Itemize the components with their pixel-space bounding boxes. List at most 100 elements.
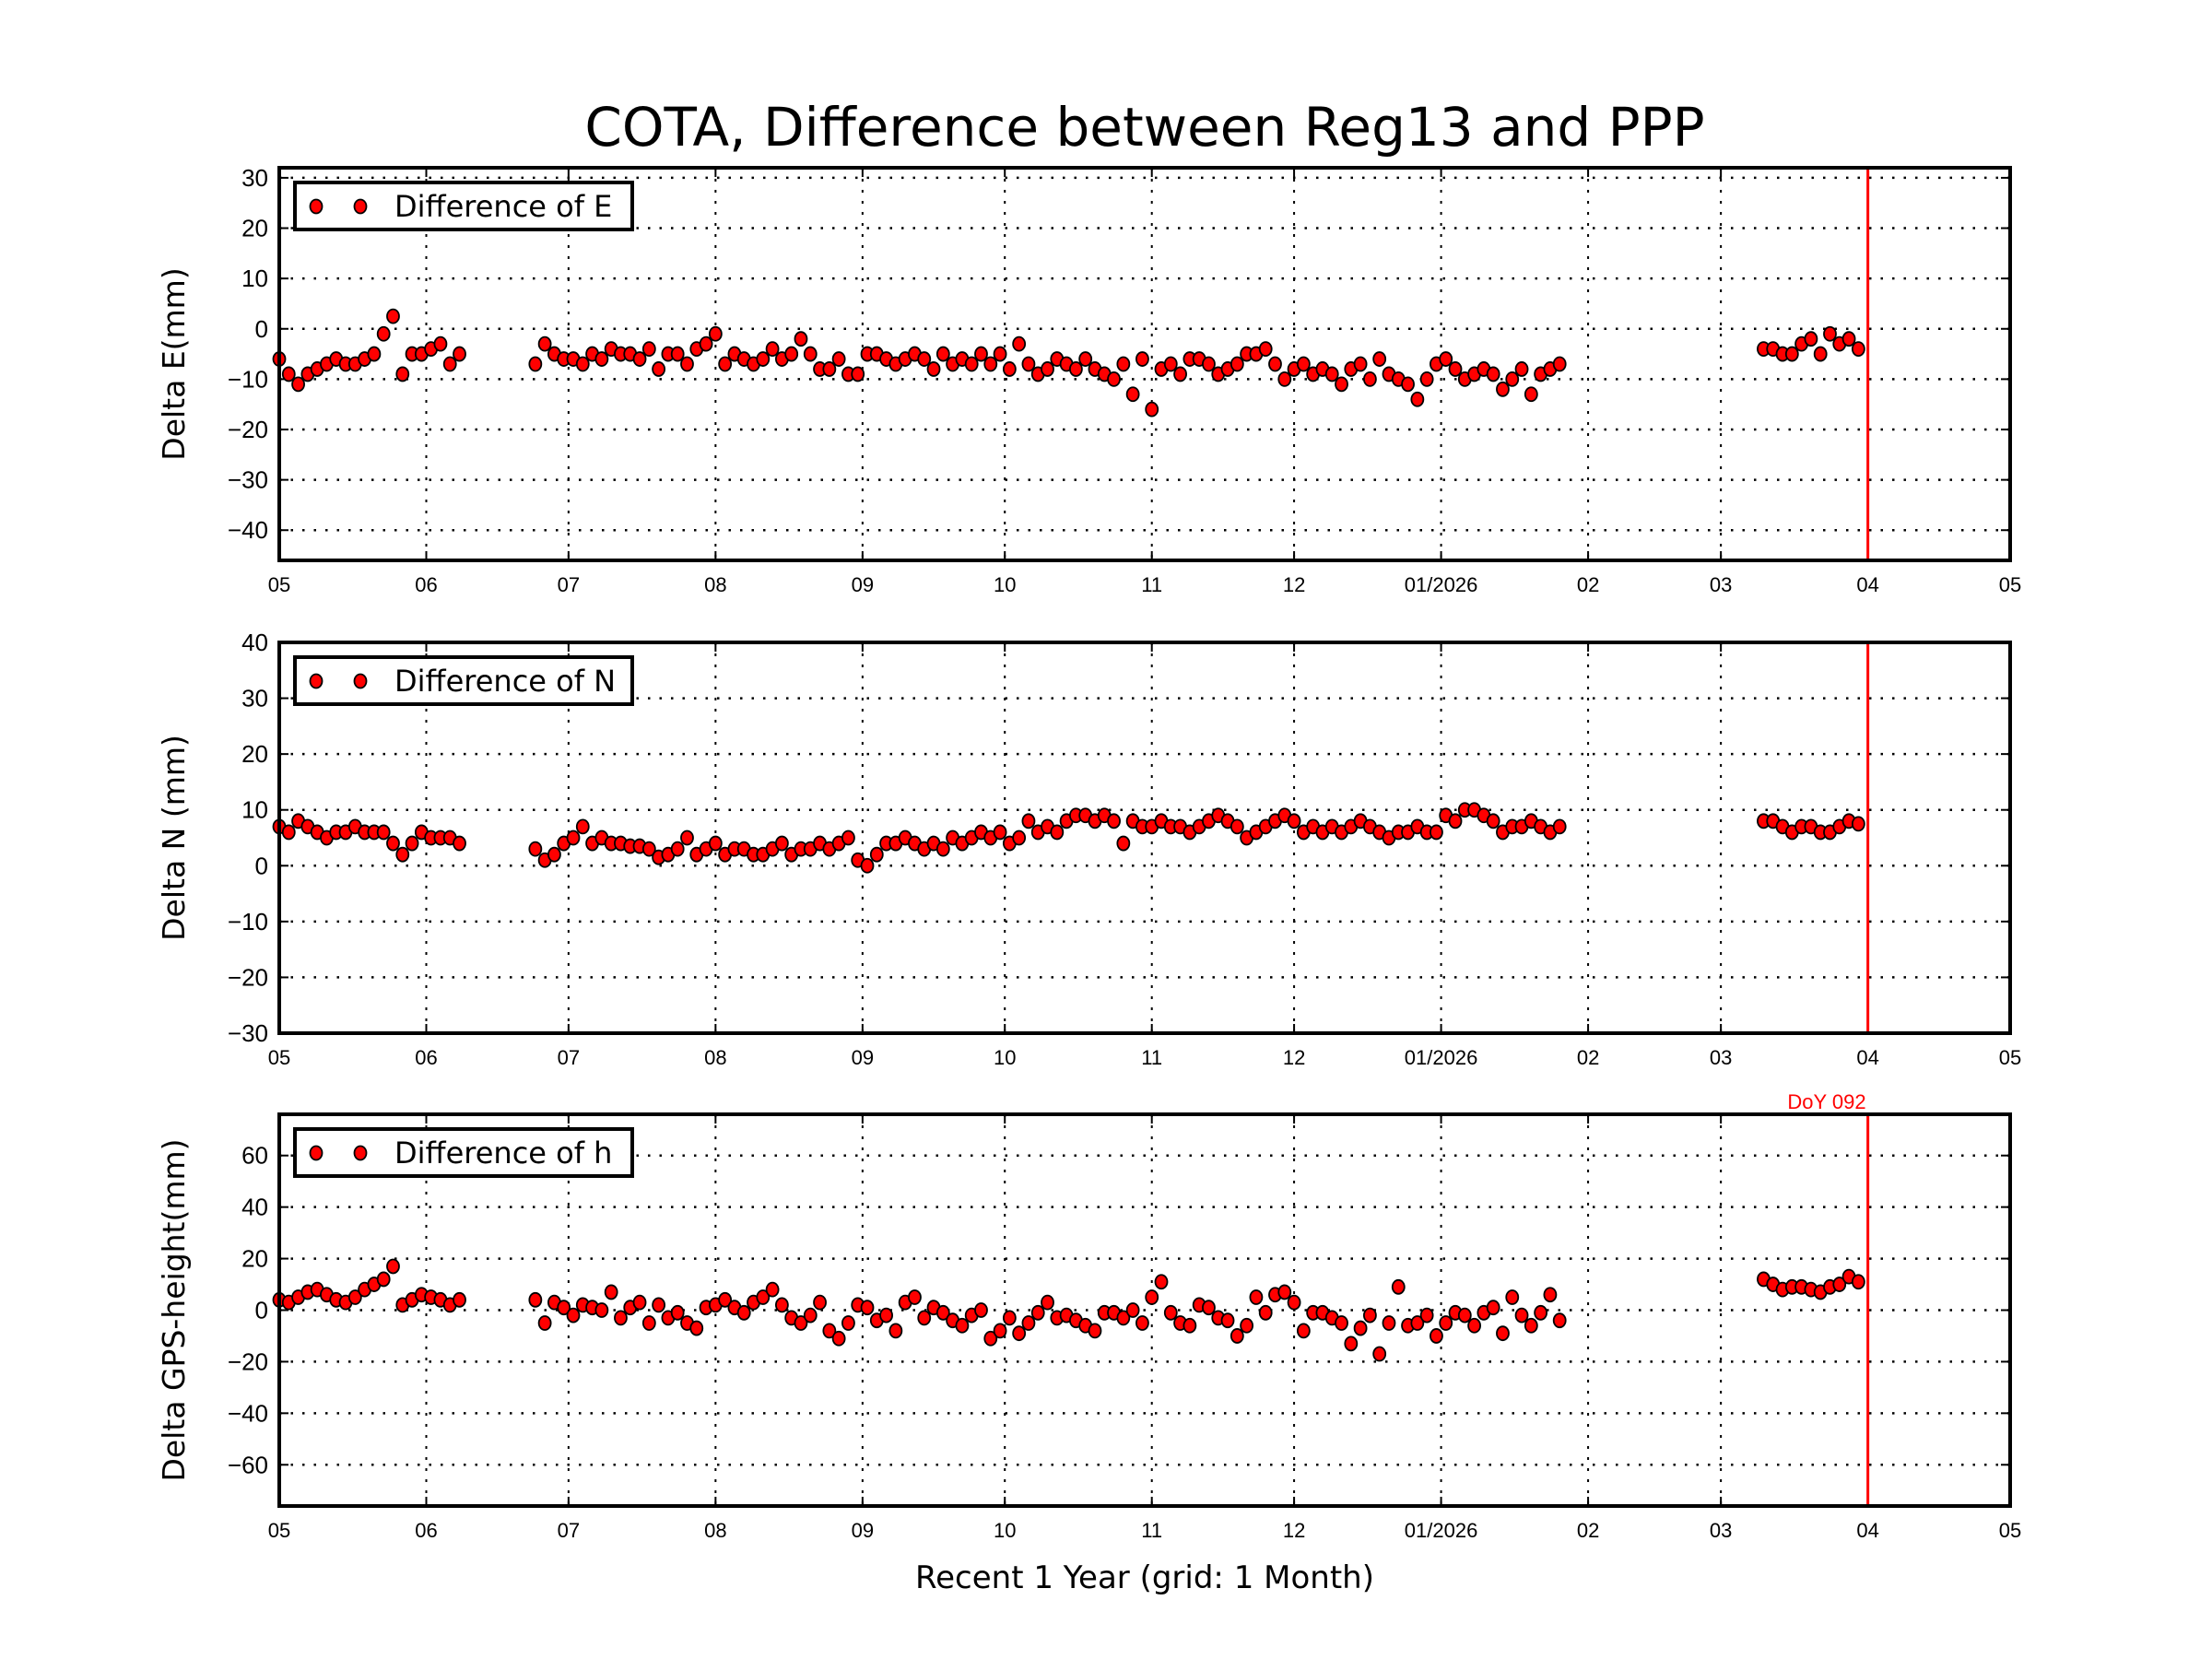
data-point [803, 1307, 818, 1324]
data-point [594, 351, 609, 367]
y-tick-label: 40 [241, 1194, 268, 1221]
data-point [1145, 1289, 1159, 1305]
data-point [1249, 1289, 1264, 1305]
data-point [1372, 351, 1387, 367]
data-point [453, 1291, 466, 1308]
data-point [1296, 356, 1311, 372]
x-tick-label: 12 [1283, 573, 1305, 596]
data-point [908, 1289, 922, 1305]
data-point [917, 1310, 932, 1326]
data-point [281, 824, 296, 841]
x-tick-label: 01/2026 [1405, 1046, 1478, 1069]
data-point [974, 1302, 988, 1318]
data-point [1002, 361, 1017, 377]
data-point [367, 346, 382, 362]
data-point [935, 346, 950, 362]
data-point [1804, 331, 1818, 347]
data-point [281, 366, 296, 382]
y-tick-label: 20 [241, 1245, 268, 1273]
y-tick-label: −20 [228, 1347, 268, 1375]
data-point [376, 325, 391, 342]
data-point [831, 1330, 846, 1347]
data-point [1401, 376, 1415, 393]
data-point [1154, 1274, 1169, 1290]
data-point [1524, 386, 1538, 403]
data-point [670, 346, 685, 362]
data-point [993, 346, 1007, 362]
x-tick-label: 07 [558, 573, 580, 596]
y-axis-label: Delta E(mm) [156, 267, 192, 460]
y-tick-label: −20 [228, 963, 268, 991]
data-point [708, 325, 723, 342]
data-point [1324, 366, 1339, 382]
data-point [1012, 335, 1027, 352]
x-tick-label: 12 [1283, 1519, 1305, 1542]
y-tick-label: −10 [228, 365, 268, 393]
legend-marker-icon [353, 1145, 368, 1161]
subplot-3: 60 40 20 0 −20 −40 −60 05 06 07 08 09 10 11 12 01/2026 0… [156, 1090, 2021, 1542]
data-point [1851, 816, 1865, 832]
data-point [860, 1300, 875, 1316]
data-point [1078, 351, 1093, 367]
data-point [405, 835, 419, 852]
data-point [1813, 346, 1828, 362]
data-point [1021, 813, 1036, 830]
data-point [1107, 813, 1121, 830]
data-point [433, 335, 448, 352]
data-point [831, 351, 846, 367]
data-point [1823, 325, 1837, 342]
data-point [680, 830, 694, 846]
legend-marker-icon [309, 198, 324, 215]
data-point [1514, 1307, 1529, 1324]
legend: Difference of E [293, 181, 634, 231]
data-point [1163, 356, 1178, 372]
x-tick-label: 11 [1141, 573, 1162, 596]
data-point [822, 1323, 837, 1339]
data-point [1486, 1300, 1500, 1316]
data-point [641, 841, 656, 857]
data-point [1841, 331, 1856, 347]
legend-marker-icon [309, 673, 324, 689]
data-point [670, 1304, 685, 1321]
x-tick-label: 01/2026 [1405, 573, 1478, 596]
x-tick-label: 06 [415, 1046, 437, 1069]
x-tick-label: 08 [704, 1519, 726, 1542]
x-tick-label: 06 [415, 1519, 437, 1542]
data-point [376, 1271, 391, 1288]
data-point [1258, 1304, 1273, 1321]
y-tick-label: 30 [241, 685, 268, 712]
data-point [537, 1315, 552, 1331]
data-point [851, 366, 865, 382]
data-point [813, 1294, 827, 1311]
data-point [888, 1323, 903, 1339]
data-point [1496, 1325, 1510, 1342]
data-point [453, 835, 466, 852]
data-point [1419, 1307, 1434, 1324]
legend: Difference of h [293, 1127, 634, 1178]
x-tick-label: 07 [558, 1519, 580, 1542]
data-point [917, 351, 932, 367]
data-point [528, 841, 543, 857]
data-point [794, 331, 808, 347]
data-point [879, 1307, 893, 1324]
data-point [1277, 1284, 1292, 1300]
data-point [1220, 1312, 1235, 1329]
data-point [935, 1304, 950, 1321]
data-point [1012, 1325, 1027, 1342]
y-tick-label: 30 [241, 164, 268, 192]
data-point [537, 335, 552, 352]
data-point [1268, 356, 1282, 372]
x-tick-label: 04 [1856, 1046, 1878, 1069]
data-point [1430, 824, 1443, 841]
y-tick-label: 10 [241, 796, 268, 824]
data-point [528, 356, 543, 372]
data-point [1496, 381, 1510, 397]
data-point [1287, 1294, 1301, 1311]
data-point [604, 1284, 618, 1300]
data-point [718, 356, 733, 372]
x-tick-label: 01/2026 [1405, 1519, 1478, 1542]
data-point [993, 1323, 1007, 1339]
data-point [803, 346, 818, 362]
x-tick-label: 09 [852, 1519, 874, 1542]
